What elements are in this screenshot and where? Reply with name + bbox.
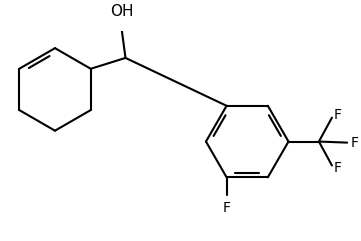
Text: F: F [223, 201, 231, 215]
Text: OH: OH [110, 4, 134, 19]
Text: F: F [351, 136, 358, 150]
Text: F: F [334, 108, 342, 122]
Text: F: F [334, 161, 342, 175]
